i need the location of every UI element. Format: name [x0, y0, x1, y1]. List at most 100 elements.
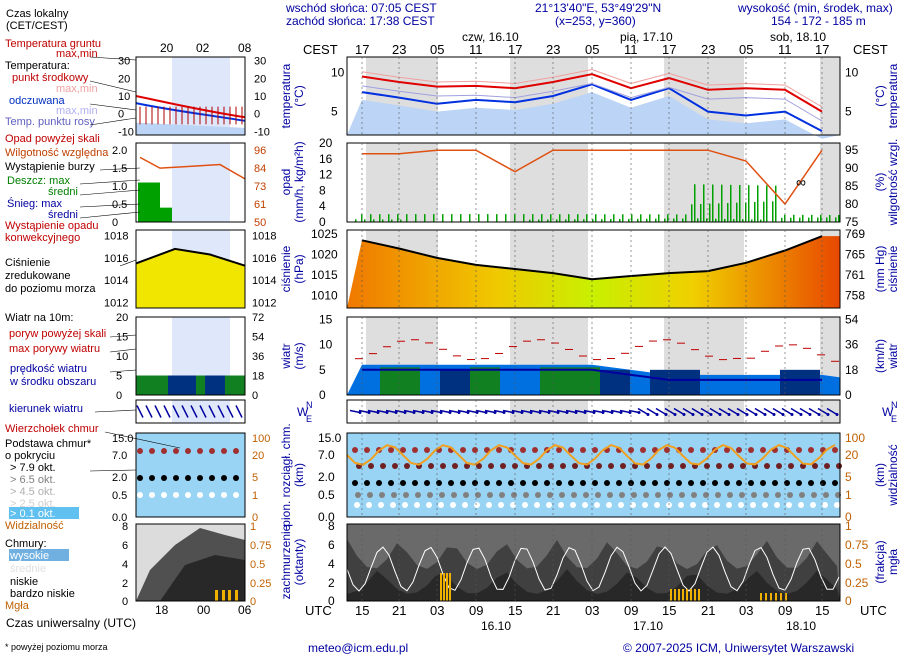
left-cloud-tick: 0.5	[112, 490, 127, 502]
hour-label: 05	[585, 42, 599, 57]
wind-tick-right: 18	[845, 363, 859, 377]
altitude-values: 154 - 172 - 185 m	[771, 14, 866, 28]
hour-label: 11	[469, 42, 483, 57]
utc-hour-label: 09	[624, 603, 638, 618]
legend-gust-above: poryw powyżej skali	[9, 328, 106, 340]
cloud-tick-left: 15.0	[318, 431, 342, 445]
wind-speed-line	[362, 368, 822, 381]
legend-rain-max: Deszcz: max	[7, 175, 70, 187]
day-label: sob, 18.10	[770, 30, 826, 44]
legend-fog: Mgła	[5, 600, 30, 612]
hour-label: 05	[430, 42, 444, 57]
left-cover-tick: 2	[122, 578, 128, 590]
fog-tick-right: 0	[845, 594, 852, 608]
cover-tick-left: 8	[328, 519, 335, 533]
utc-hour-label: 15	[662, 603, 676, 618]
utc-hour-label: 09	[469, 603, 483, 618]
left-wind-tick: 20	[116, 312, 128, 324]
legend-high: wysokie	[9, 550, 49, 562]
hour-label: 11	[624, 42, 638, 57]
left-wind-tick-r: 72	[252, 312, 264, 324]
temp-tick-right: 5	[845, 105, 852, 119]
legend-okt65: > 6.5 okt.	[10, 474, 56, 486]
left-wind-tick: 0	[116, 390, 122, 402]
sunset-label: zachód słońca: 17:38 CEST	[286, 14, 435, 28]
left-temp-tick: 0	[118, 109, 124, 121]
hour-label: 17	[662, 42, 676, 57]
cover-tick-left: 4	[328, 557, 335, 571]
left-pressure-tick-r: 1014	[252, 275, 276, 287]
legend-dew: Temp. punktu rosy	[5, 116, 95, 128]
fog-tick-right: 0.75	[845, 538, 869, 552]
cover-tick-left: 2	[328, 576, 335, 590]
humidity-line	[362, 149, 823, 206]
left-pressure-tick: 1018	[104, 231, 128, 243]
hour-label: 23	[392, 42, 406, 57]
utc-day-label: 18.10	[786, 619, 816, 633]
legend-felt: odczuwana	[9, 95, 66, 107]
legend-snow-max: Śnieg: max	[7, 197, 63, 210]
precip-tick-left: 0	[319, 215, 326, 229]
left-humidity-tick: 96	[254, 145, 266, 157]
hour-label: 05	[739, 42, 753, 57]
left-humidity-tick: 73	[254, 181, 266, 193]
precip-tick-left: 12	[319, 168, 333, 182]
utc-hour-label: 15	[508, 603, 522, 618]
pressure-tick-right: 769	[845, 227, 865, 241]
left-humidity-tick: 50	[254, 217, 266, 229]
temp-axis-title-left: temperatura	[279, 63, 293, 128]
temp-axis-title-right: temperatura	[886, 63, 900, 128]
left-visibility-tick: 20	[252, 450, 264, 462]
humidity-axis-title-right: wilgotność wzgl.	[886, 139, 900, 227]
utc-hour-label: 21	[701, 603, 715, 618]
utc-hour-label: 21	[546, 603, 560, 618]
left-hour-label: 02	[196, 41, 210, 55]
left-utc-hour: 06	[238, 603, 252, 617]
tz-right: CEST	[853, 42, 888, 57]
left-temp-tick-r: 20	[254, 73, 266, 85]
humidity-tick-right: 75	[845, 215, 859, 229]
coordinates-label: 21°13'40"E, 53°49'29"N	[535, 1, 661, 15]
visibility-tick-right: 0	[845, 510, 852, 524]
legend-humidity: Wilgotność względna	[5, 147, 109, 159]
legend-okt25: > 2.5 okt.	[10, 498, 56, 510]
email-link[interactable]: meteo@icm.edu.pl	[308, 641, 408, 655]
left-cloud-tick: 0.0	[112, 512, 127, 524]
humidity-tick-right: 85	[845, 179, 859, 193]
legend-wind10: Wiatr na 10m:	[5, 312, 73, 324]
legend-clouds: Chmury:	[5, 538, 47, 550]
legend-wind-area: w środku obszaru	[9, 376, 96, 388]
left-fog-tick: 0.25	[250, 578, 271, 590]
timezone-label: Czas lokalny	[6, 8, 69, 20]
legend-maxmin: max,min	[56, 83, 98, 95]
left-precip-tick: 2.0	[112, 145, 127, 157]
cloud-axis-title-left: pion. rozciągł. chm.	[279, 423, 293, 526]
sunrise-label: wschód słońca: 07:05 CEST	[285, 1, 437, 15]
visibility-tick-right: 5	[845, 470, 852, 484]
altitude-label: wysokość (min, środek, max)	[737, 1, 893, 15]
utc-hour-label: 15	[355, 603, 369, 618]
pressure-tick-left: 1020	[311, 248, 338, 262]
humidity-axis-title-right: (%)	[873, 173, 887, 192]
left-wind-tick-r: 18	[252, 371, 264, 383]
visibility-tick-right: 1	[845, 488, 852, 502]
utc-hour-label: 09	[778, 603, 792, 618]
left-wind-tick-r: 54	[252, 332, 264, 344]
left-visibility-tick: 100	[252, 433, 270, 445]
left-pressure-tick: 1012	[104, 297, 128, 309]
pressure-tick-left: 1010	[311, 289, 338, 303]
left-wind-tick: 5	[116, 371, 122, 383]
fog-axis-title-right: (frakcja)	[873, 540, 887, 583]
wind-axis-title-left: wiatr	[279, 343, 293, 369]
left-temp-tick: -10	[118, 126, 134, 138]
left-temp-tick-r: -10	[254, 126, 270, 138]
legend-gust-max: max porywy wiatru	[9, 343, 100, 355]
left-humidity-tick: 84	[254, 163, 266, 175]
hour-label: 11	[778, 42, 792, 57]
legend-cloud-top: Wierzchołek chmur	[5, 423, 99, 435]
temp-tick-left: 10	[331, 66, 345, 80]
left-precip-tick: 0	[112, 217, 118, 229]
pressure-tick-left: 1025	[311, 227, 338, 241]
left-visibility-tick: 0	[252, 512, 258, 524]
